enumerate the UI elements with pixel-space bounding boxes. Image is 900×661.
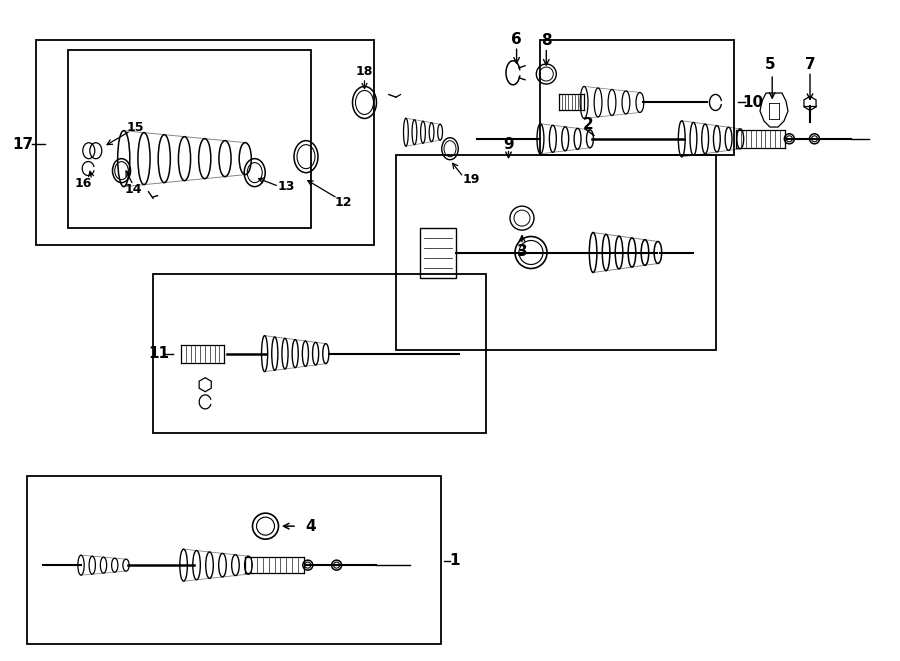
- Text: 13: 13: [277, 180, 295, 193]
- Text: 2: 2: [582, 117, 593, 132]
- Text: 9: 9: [503, 137, 514, 151]
- Text: 3: 3: [517, 244, 527, 258]
- Text: 4: 4: [305, 519, 316, 533]
- Text: 16: 16: [74, 177, 92, 190]
- Text: 6: 6: [511, 32, 522, 47]
- Text: 12: 12: [335, 196, 353, 210]
- Text: 5: 5: [765, 58, 776, 72]
- Bar: [153, 274, 486, 433]
- Text: 11: 11: [148, 346, 170, 361]
- Text: 8: 8: [541, 34, 552, 48]
- Text: 1: 1: [449, 553, 460, 568]
- Text: 18: 18: [356, 65, 373, 78]
- Bar: [420, 227, 456, 278]
- Text: 15: 15: [126, 121, 144, 134]
- Bar: [540, 40, 734, 155]
- Text: 14: 14: [124, 183, 142, 196]
- Text: 19: 19: [463, 173, 481, 186]
- Bar: [36, 40, 374, 245]
- Text: 17: 17: [12, 137, 33, 151]
- Text: 10: 10: [742, 95, 763, 110]
- Text: 7: 7: [805, 58, 815, 72]
- Bar: [396, 155, 716, 350]
- Bar: [68, 50, 310, 228]
- Bar: [27, 476, 441, 644]
